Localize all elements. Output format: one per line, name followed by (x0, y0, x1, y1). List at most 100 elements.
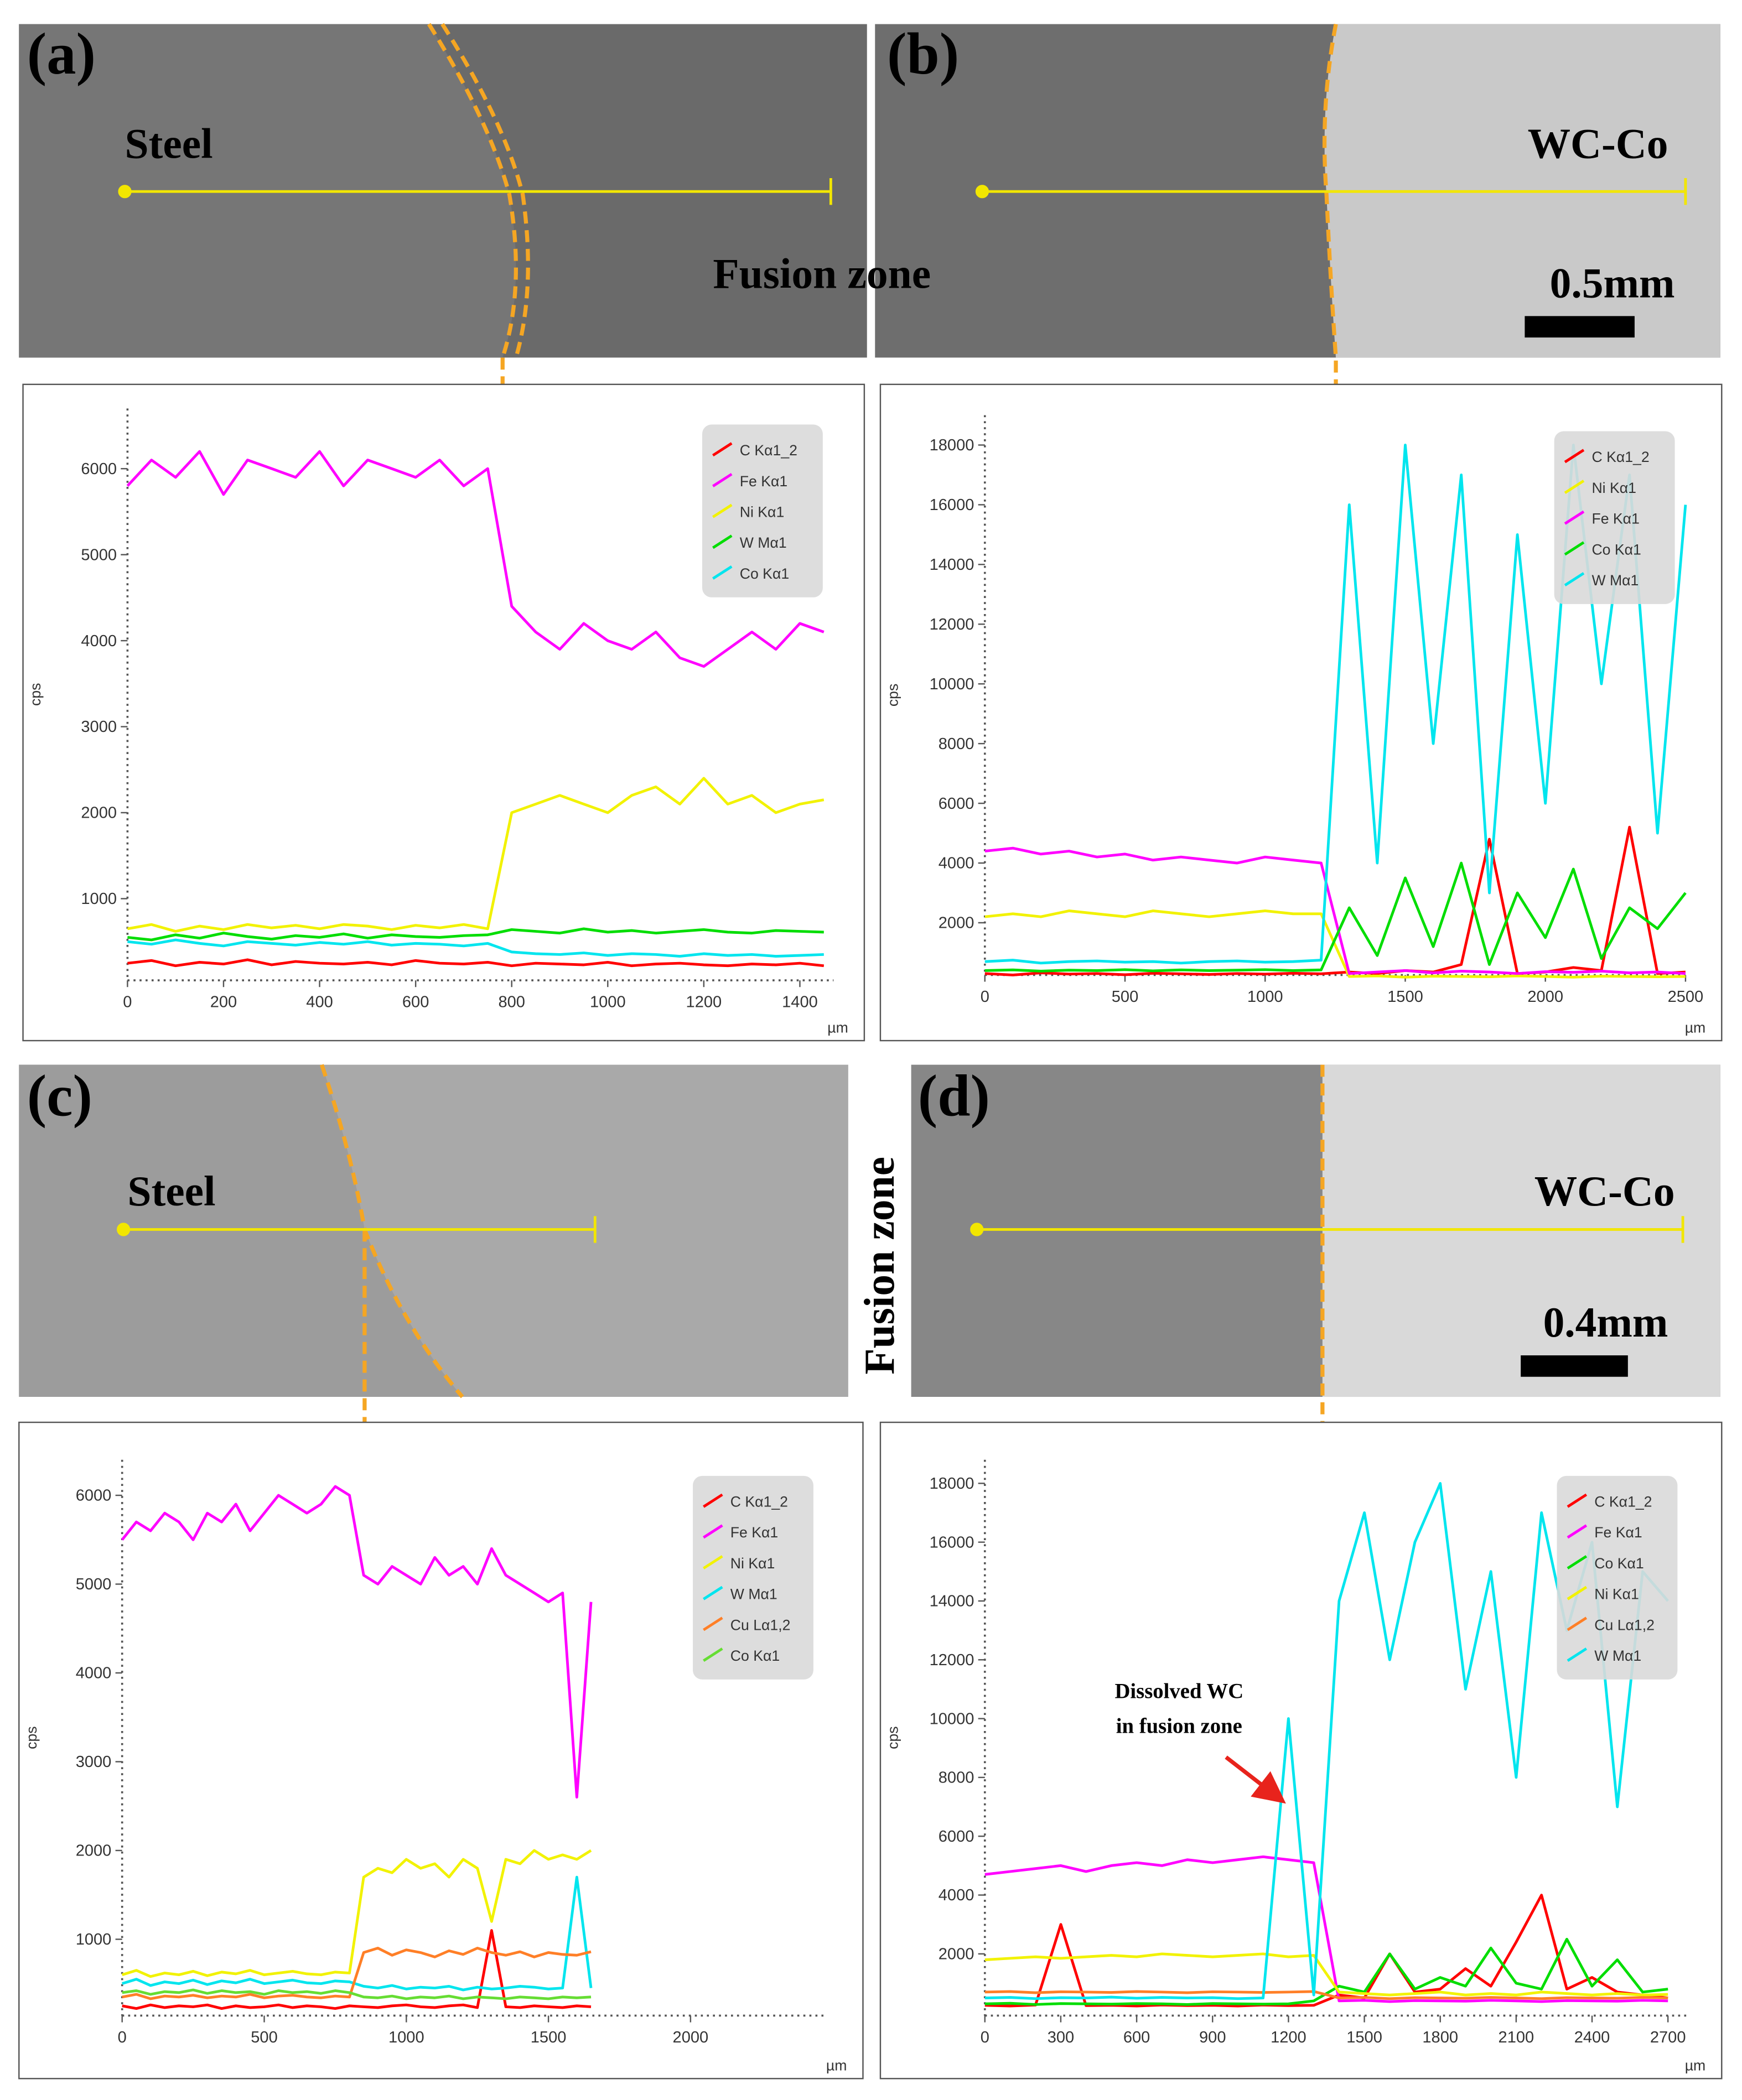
legend-swatch (1567, 1555, 1588, 1569)
boundary-line (1322, 23, 1338, 958)
y-axis-label: cps (27, 683, 44, 706)
y-tick-label: 4000 (76, 1665, 112, 1682)
legend-label: W Mα1 (730, 1586, 777, 1603)
legend-swatch (1564, 449, 1585, 464)
x-tick-label: 0 (981, 988, 989, 1006)
chart: 2000400060008000100001200014000160001800… (884, 415, 1705, 1036)
legend-label: Ni Kα1 (730, 1555, 775, 1572)
boundary-line (440, 23, 530, 358)
legend-swatch (703, 1493, 723, 1508)
y-tick-label: 4000 (939, 1886, 974, 1904)
y-tick-label: 2000 (939, 914, 974, 932)
legend-swatch (1564, 510, 1585, 525)
x-tick-label: 2000 (673, 2029, 709, 2046)
data-line (122, 1929, 592, 2010)
x-axis-label: µm (826, 2057, 847, 2074)
y-tick-label: 18000 (930, 1475, 974, 1493)
legend-label: C Kα1_2 (740, 442, 797, 459)
panel-label: (b) (887, 22, 959, 87)
legend-label: Fe Kα1 (1594, 1524, 1642, 1541)
y-axis-label: cps (884, 684, 901, 706)
chart: 1000 2000 3000 4000 5000 6000 0 200 400 600 800 100… (27, 408, 848, 1036)
legend-swatch (1567, 1647, 1588, 1662)
y-tick-label: 14000 (930, 556, 974, 574)
legend-label: Ni Kα1 (1594, 1586, 1639, 1603)
y-tick-label: 5000 (76, 1576, 112, 1593)
legend-label: Co Kα1 (740, 565, 789, 582)
y-tick-label: 12000 (930, 1651, 974, 1669)
legend-label: Cu Lα1,2 (1594, 1616, 1655, 1633)
panel-label: (c) (27, 1064, 92, 1129)
legend-label: Ni Kα1 (740, 503, 785, 520)
zone-label: Fusion zone (713, 249, 931, 297)
legend-swatch (712, 534, 733, 549)
data-line (121, 1485, 593, 1799)
y-tick-label: 6000 (76, 1487, 112, 1505)
x-tick-label: 1500 (531, 2029, 567, 2046)
data-line (127, 927, 824, 942)
legend-swatch (712, 503, 733, 518)
x-tick-label: 2000 (1527, 988, 1563, 1006)
legend-box (1557, 1475, 1678, 1680)
data-line (127, 938, 824, 958)
legend-label: W Mα1 (740, 534, 787, 551)
data-line (984, 846, 1686, 975)
panel-label: (a) (27, 22, 96, 87)
y-tick-label: 18000 (930, 436, 974, 454)
y-tick-label: 6000 (81, 460, 117, 478)
data-line (122, 1988, 592, 2000)
legend-swatch (712, 472, 733, 487)
legend-swatch (1564, 572, 1585, 586)
x-axis-label: µm (1685, 1020, 1706, 1036)
y-tick-label: 8000 (939, 1769, 974, 1787)
boundary-line (427, 23, 518, 358)
x-tick-label: 2400 (1574, 2029, 1610, 2046)
panel-label: (d) (918, 1064, 990, 1129)
legend-box (702, 424, 823, 597)
data-line (122, 1947, 592, 2000)
data-line (127, 958, 825, 968)
scale-label: 0.4mm (1543, 1298, 1668, 1346)
x-tick-label: 1800 (1422, 2029, 1458, 2046)
chart: 1000 2000 3000 4000 5000 6000 0 500 1000 1500 2000… (23, 1459, 847, 2074)
legend-swatch (703, 1616, 723, 1631)
data-line (126, 450, 825, 668)
y-tick-label: 1000 (76, 1931, 112, 1948)
y-tick-label: 12000 (930, 616, 974, 633)
data-line (984, 1952, 1668, 1997)
data-line (121, 1875, 593, 1992)
annotation-arrow (1225, 1755, 1286, 1804)
material-label: Steel (125, 120, 213, 168)
material-label: WC-Co (1528, 120, 1668, 168)
x-tick-label: 600 (402, 994, 429, 1011)
x-tick-label: 0 (123, 994, 132, 1011)
legend-label: C Kα1_2 (1591, 449, 1649, 465)
x-tick-label: 500 (251, 2029, 277, 2046)
data-line (984, 1990, 1668, 2000)
x-axis-label: µm (1685, 2057, 1706, 2074)
y-tick-label: 5000 (81, 546, 117, 564)
y-tick-label: 1000 (81, 890, 117, 908)
legend-label: Co Kα1 (1591, 541, 1641, 558)
x-tick-label: 1000 (590, 994, 626, 1011)
x-tick-label: 1500 (1346, 2029, 1382, 2046)
scale-label: 0.5mm (1550, 259, 1675, 306)
data-line (984, 909, 1686, 979)
chart: 2000400060008000100001200014000160001800… (884, 1459, 1706, 2074)
legend-label: Cu Lα1,2 (730, 1616, 791, 1633)
data-line (984, 861, 1687, 973)
y-tick-label: 4000 (81, 632, 117, 650)
legend-swatch (712, 442, 733, 457)
legend-swatch (1564, 480, 1585, 494)
x-tick-label: 800 (498, 994, 525, 1011)
x-tick-label: 1200 (1271, 2029, 1306, 2046)
scan-lines (117, 178, 1687, 1243)
legend-label: C Kα1_2 (730, 1494, 788, 1510)
scan-start (118, 185, 132, 199)
legend-label: Fe Kα1 (730, 1524, 778, 1541)
legend-label: Ni Kα1 (1591, 480, 1636, 496)
y-tick-label: 16000 (930, 496, 974, 514)
scale-bar (1525, 316, 1635, 338)
